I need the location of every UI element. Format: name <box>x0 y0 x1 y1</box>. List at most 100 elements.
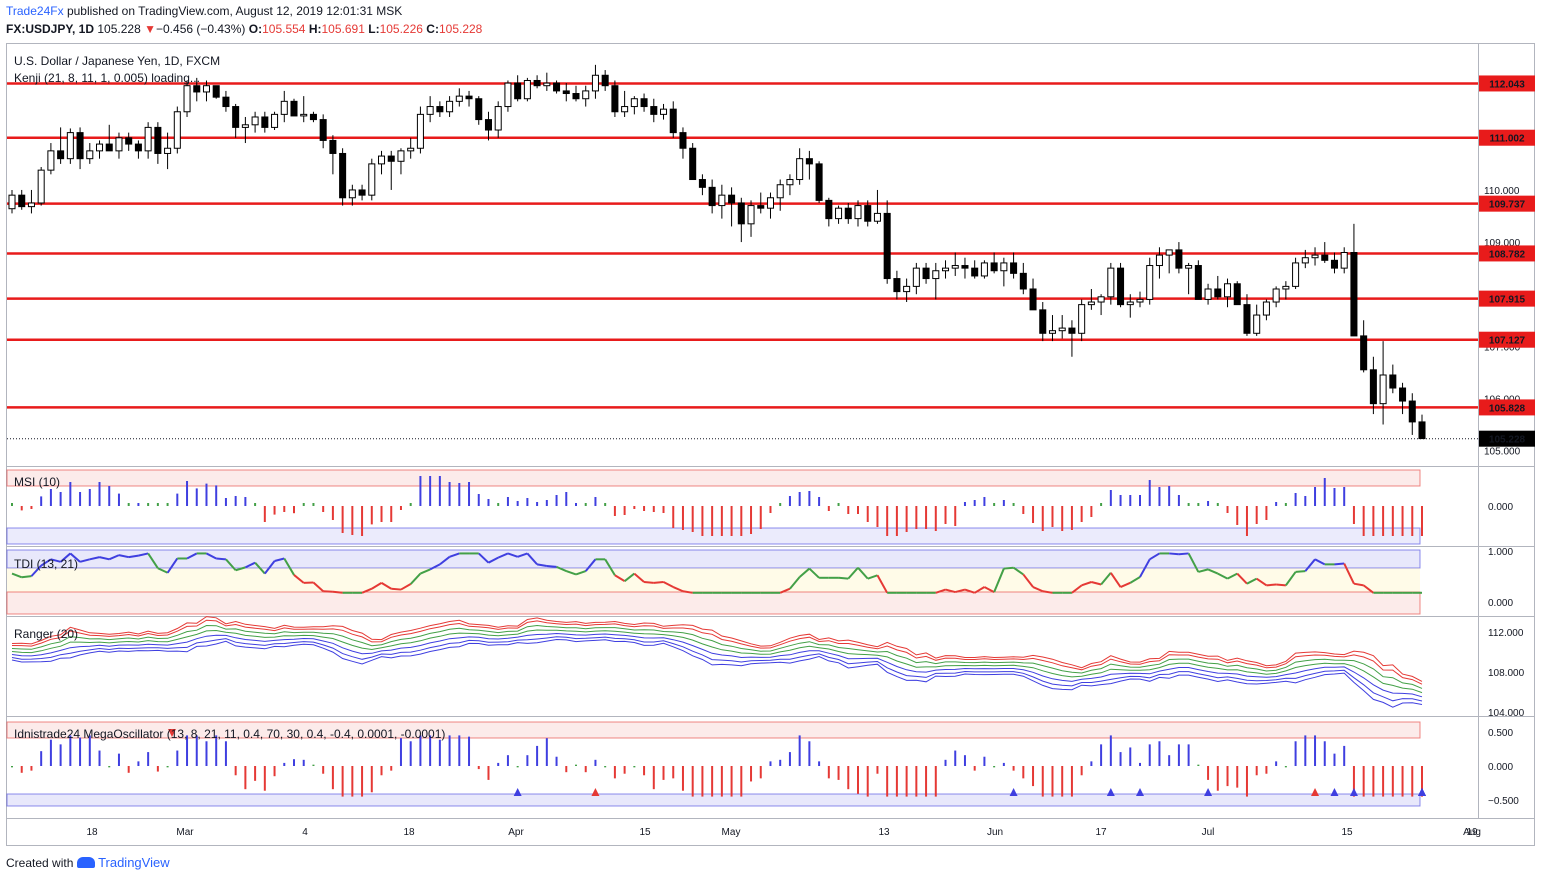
candle-body <box>47 150 55 171</box>
tdi-line-segment <box>974 586 985 594</box>
candle-body <box>290 100 298 117</box>
candle-body <box>154 126 162 154</box>
candle <box>144 122 152 159</box>
candle-body <box>1311 254 1319 259</box>
candle-body <box>1350 252 1358 337</box>
candle <box>202 80 210 102</box>
candle-body <box>1068 327 1076 334</box>
candle-body <box>1321 254 1329 261</box>
candle <box>912 262 920 295</box>
osc-signal-triangle <box>1311 788 1320 796</box>
candle <box>1360 320 1368 373</box>
tdi-lower-band <box>6 591 1421 615</box>
candle <box>436 101 444 117</box>
brand-link[interactable]: Trade24Fx <box>6 4 64 18</box>
candle-body <box>300 113 308 117</box>
ranger-tick-label: 112.000 <box>1488 628 1524 639</box>
candle-body <box>96 143 104 152</box>
candle <box>164 132 172 170</box>
chart-subtitle: Kenji (21, 8, 11, 1, 0.005) loading... <box>14 71 200 85</box>
candle <box>319 114 327 149</box>
tdi-line-segment <box>575 570 587 576</box>
candle <box>1340 247 1348 274</box>
tdi-line-segment <box>964 588 976 594</box>
candle-body <box>1175 249 1183 269</box>
candle <box>125 132 133 151</box>
candle-body <box>591 74 599 92</box>
candle <box>309 111 317 123</box>
tdi-line-segment <box>663 581 674 588</box>
candle <box>261 111 269 133</box>
candle-body <box>1214 288 1222 298</box>
ranger-tick-label: 108.000 <box>1488 668 1525 679</box>
time-tick-label: 13 <box>878 827 890 838</box>
tdi-line-segment <box>1129 576 1141 584</box>
open-label: O: <box>248 22 263 36</box>
candle-body <box>689 147 697 181</box>
candle <box>455 88 463 107</box>
candle-body <box>134 143 142 152</box>
candle <box>533 75 541 89</box>
candle <box>1253 304 1261 336</box>
candle-body <box>718 194 726 207</box>
tdi-line-segment <box>1304 558 1316 572</box>
candle-body <box>796 158 804 181</box>
tdi-line-segment <box>186 552 198 560</box>
candle-body <box>1117 267 1125 306</box>
candle <box>1272 286 1280 308</box>
tdi-line-segment <box>380 581 392 590</box>
tdi-line-segment <box>556 565 567 572</box>
candle-body <box>883 212 891 280</box>
candle <box>689 143 697 181</box>
candle-body <box>164 147 172 154</box>
candle-body <box>465 95 473 100</box>
candle <box>1369 356 1377 415</box>
candle-body <box>86 150 94 160</box>
level-label: 112.043 <box>1489 79 1525 90</box>
candle <box>407 137 415 159</box>
candle <box>66 128 74 164</box>
level-label: 111.002 <box>1489 134 1524 145</box>
candle-body <box>329 139 337 154</box>
time-tick-label: 4 <box>302 827 308 838</box>
candle <box>640 93 648 112</box>
candle <box>154 122 162 164</box>
tdi-tick-label: 1.000 <box>1488 547 1513 558</box>
candle-body <box>426 106 434 115</box>
down-arrow-icon: ▼ <box>144 22 156 36</box>
candle-body <box>747 205 755 225</box>
candle-body <box>212 85 220 98</box>
candle <box>358 184 366 201</box>
tdi-line-segment <box>108 554 120 561</box>
tdi-line-segment <box>1187 552 1200 573</box>
candle <box>796 148 804 185</box>
candle <box>942 260 950 279</box>
candle-body <box>1292 262 1300 287</box>
candle <box>37 167 45 206</box>
candle <box>883 200 891 284</box>
candle <box>1165 249 1173 274</box>
level-tag <box>1479 331 1535 348</box>
tdi-line-segment <box>89 556 100 561</box>
candle <box>990 252 998 274</box>
candle <box>1029 278 1037 311</box>
candle <box>173 106 181 154</box>
candle <box>426 96 434 123</box>
candle <box>1136 291 1144 308</box>
tradingview-link[interactable]: TradingView <box>98 855 170 870</box>
time-tick-label: 18 <box>403 827 415 838</box>
msi-upper-band <box>6 469 1421 487</box>
candle <box>873 189 881 224</box>
candle-body <box>1019 272 1027 290</box>
candle <box>76 127 84 170</box>
candle-body <box>1204 288 1212 300</box>
candle <box>1282 281 1290 300</box>
candle-body <box>708 186 716 207</box>
candle-body <box>1399 387 1407 402</box>
candle <box>1048 315 1056 342</box>
candle-body <box>523 79 531 100</box>
candle <box>1243 294 1251 336</box>
high-label: H: <box>308 22 322 36</box>
candle-body <box>1146 265 1154 300</box>
